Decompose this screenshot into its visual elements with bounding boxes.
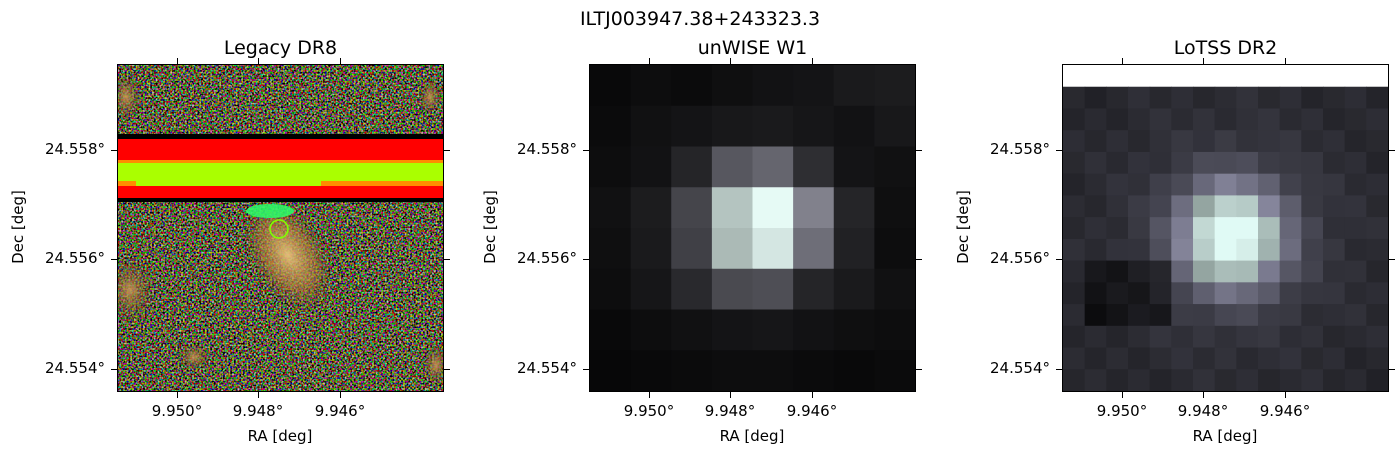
unwise-ytick: 24.554° (517, 359, 577, 377)
unwise-ylabel: Dec [deg] (481, 190, 499, 264)
legacy-xtick: 9.950° (151, 402, 203, 420)
unwise-title: unWISE W1 (697, 37, 808, 59)
unwise-xtick: 9.946° (786, 402, 838, 420)
unwise-xlabel: RA [deg] (719, 427, 785, 445)
lotss-image (1062, 64, 1389, 392)
legacy-ytick: 24.558° (45, 140, 105, 158)
legacy-panel: Legacy DR8 (0, 0, 460, 458)
lotss-xtick: 9.950° (1096, 402, 1148, 420)
legacy-xlabel: RA [deg] (247, 427, 313, 445)
legacy-image (117, 64, 444, 392)
figure-title: ILTJ003947.38+243323.3 (579, 8, 821, 30)
unwise-ytick: 24.558° (517, 140, 577, 158)
unwise-panel: unWISE W1 24.558° 24.556° 24.554° 9.950°… (0, 0, 922, 458)
lotss-ytick: 24.558° (990, 140, 1050, 158)
unwise-image (589, 64, 916, 392)
lotss-ylabel: Dec [deg] (954, 190, 972, 264)
lotss-xlabel: RA [deg] (1192, 427, 1258, 445)
legacy-title: Legacy DR8 (223, 37, 338, 59)
lotss-ytick: 24.556° (990, 249, 1050, 267)
unwise-ytick: 24.556° (517, 249, 577, 267)
lotss-title: LoTSS DR2 (1173, 37, 1278, 59)
legacy-ytick: 24.556° (45, 249, 105, 267)
legacy-xtick: 9.948° (232, 402, 284, 420)
lotss-xtick: 9.948° (1177, 402, 1229, 420)
legacy-ytick: 24.554° (45, 359, 105, 377)
unwise-xtick: 9.948° (704, 402, 756, 420)
lotss-ytick: 24.554° (990, 359, 1050, 377)
unwise-xtick: 9.950° (623, 402, 675, 420)
legacy-xtick: 9.946° (314, 402, 366, 420)
legacy-source-marker (269, 219, 289, 239)
lotss-xtick: 9.946° (1259, 402, 1311, 420)
